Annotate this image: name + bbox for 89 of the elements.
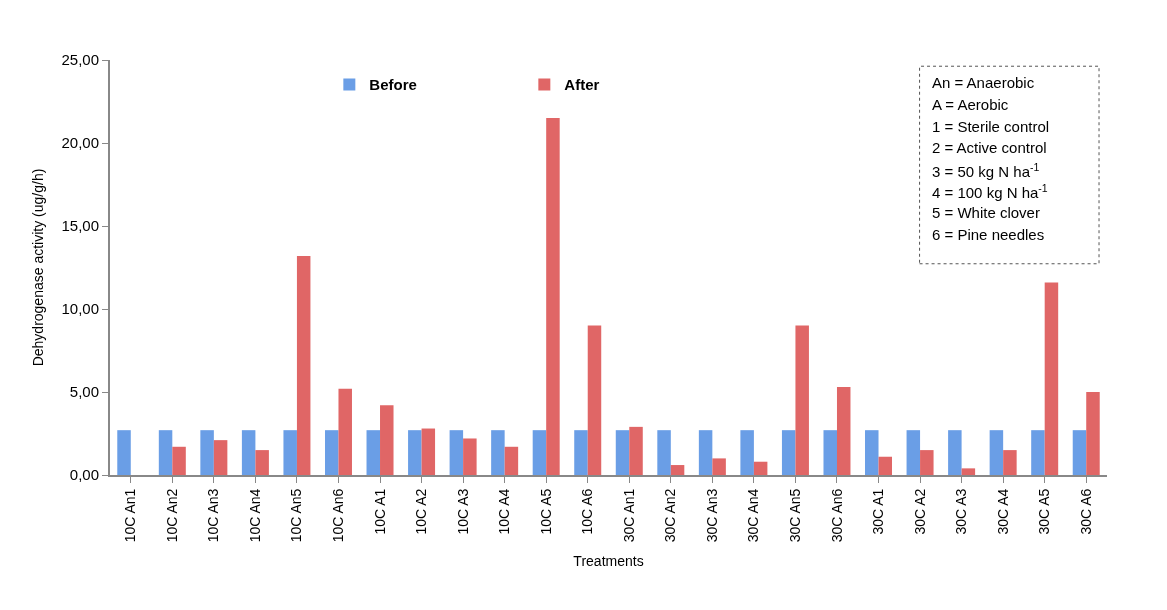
x-tick-label: 10C An1 [122, 488, 139, 543]
bar [574, 430, 588, 475]
bar [615, 430, 630, 475]
x-tick-label: 10C An4 [246, 488, 263, 543]
annotation: 5 = White clover [932, 204, 1040, 221]
x-tick-label: 10C A4 [496, 488, 513, 535]
bar [670, 465, 685, 475]
bar [172, 446, 186, 475]
x-tick-label: 30C An1 [620, 488, 637, 543]
bar [532, 430, 547, 475]
bar [449, 430, 464, 475]
bar [408, 430, 422, 475]
bar [1003, 450, 1017, 475]
bar [491, 430, 505, 475]
bar [878, 456, 893, 475]
x-tick-label: 30C A4 [994, 488, 1011, 535]
bar [117, 430, 131, 475]
bar [629, 426, 643, 475]
x-tick-label: 10C A3 [454, 488, 471, 535]
bar [836, 387, 851, 475]
bar [753, 461, 768, 475]
annotation: 2 = Active control [932, 139, 1047, 156]
bar [1072, 430, 1087, 475]
y-axis-title: Dehydrogenase activity (ug/g/h) [29, 168, 46, 367]
bar [1086, 392, 1100, 475]
x-tick-label: 30C A2 [911, 488, 928, 535]
x-tick-label: 10C An3 [205, 488, 222, 543]
y-tick-label: 15,00 [61, 217, 99, 235]
x-tick-label: 10C A2 [413, 488, 430, 535]
bar [421, 428, 436, 475]
x-tick-label: 30C A5 [1036, 488, 1053, 535]
x-tick-label: 30C An6 [828, 488, 845, 543]
bar [463, 438, 477, 475]
bar [546, 118, 560, 475]
annotation: 4 = 100 kg N ha$^{-1}$ [932, 182, 1048, 202]
bar [380, 405, 394, 475]
bar [283, 430, 297, 475]
y-tick-label: 25,00 [61, 51, 99, 69]
annotation: A = Aerobic [932, 96, 1009, 113]
bar [657, 430, 671, 475]
bar [781, 430, 796, 475]
bar [1044, 282, 1059, 475]
x-tick-label: 30C An4 [745, 488, 762, 543]
bar [324, 430, 339, 475]
annotation: An = Anaerobic [932, 74, 1035, 91]
x-tick-label: 10C A6 [579, 488, 596, 535]
x-tick-label: 30C A3 [953, 488, 970, 535]
annotation: 3 = 50 kg N ha$^{-1}$ [932, 161, 1040, 181]
x-tick-label: 10C An6 [330, 488, 347, 543]
y-tick-label: 5,00 [69, 383, 99, 401]
x-tick-label: 30C An2 [662, 488, 679, 543]
x-tick-label: 10C A1 [371, 488, 388, 535]
bar [200, 430, 214, 475]
bar [296, 255, 311, 475]
bar [795, 325, 809, 475]
bar [213, 440, 228, 475]
bar [698, 430, 713, 475]
bar [241, 430, 256, 475]
legend-label: After [564, 76, 600, 94]
y-tick-label: 20,00 [61, 134, 99, 152]
bar [948, 430, 962, 475]
x-tick-label: 30C An5 [786, 488, 803, 543]
annotation: 1 = Sterile control [932, 118, 1050, 135]
y-tick-label: 10,00 [61, 300, 99, 318]
bar [961, 468, 976, 475]
legend-label: Before [369, 76, 417, 94]
bar [1031, 430, 1045, 475]
bar [823, 430, 837, 475]
bar [504, 446, 519, 475]
x-tick-label: 10C An5 [288, 488, 305, 543]
bar [712, 458, 726, 475]
x-tick-label: 30C A6 [1077, 488, 1094, 535]
x-tick-label: 30C An3 [703, 488, 720, 543]
bar [906, 430, 921, 475]
x-tick-label: 10C A5 [537, 488, 554, 535]
y-tick-label: 0,00 [69, 466, 99, 484]
bar [865, 430, 879, 475]
annotation: 6 = Pine needles [932, 226, 1045, 243]
bar [366, 430, 381, 475]
x-tick-label: 10C An2 [163, 488, 180, 543]
bar [338, 388, 352, 475]
bar [158, 430, 173, 475]
bar [989, 430, 1004, 475]
x-axis-title: Treatments [573, 553, 644, 570]
x-tick-label: 30C A1 [870, 488, 887, 535]
bar [920, 450, 934, 475]
bar [740, 430, 754, 475]
bar [587, 325, 602, 475]
bar [255, 450, 269, 475]
